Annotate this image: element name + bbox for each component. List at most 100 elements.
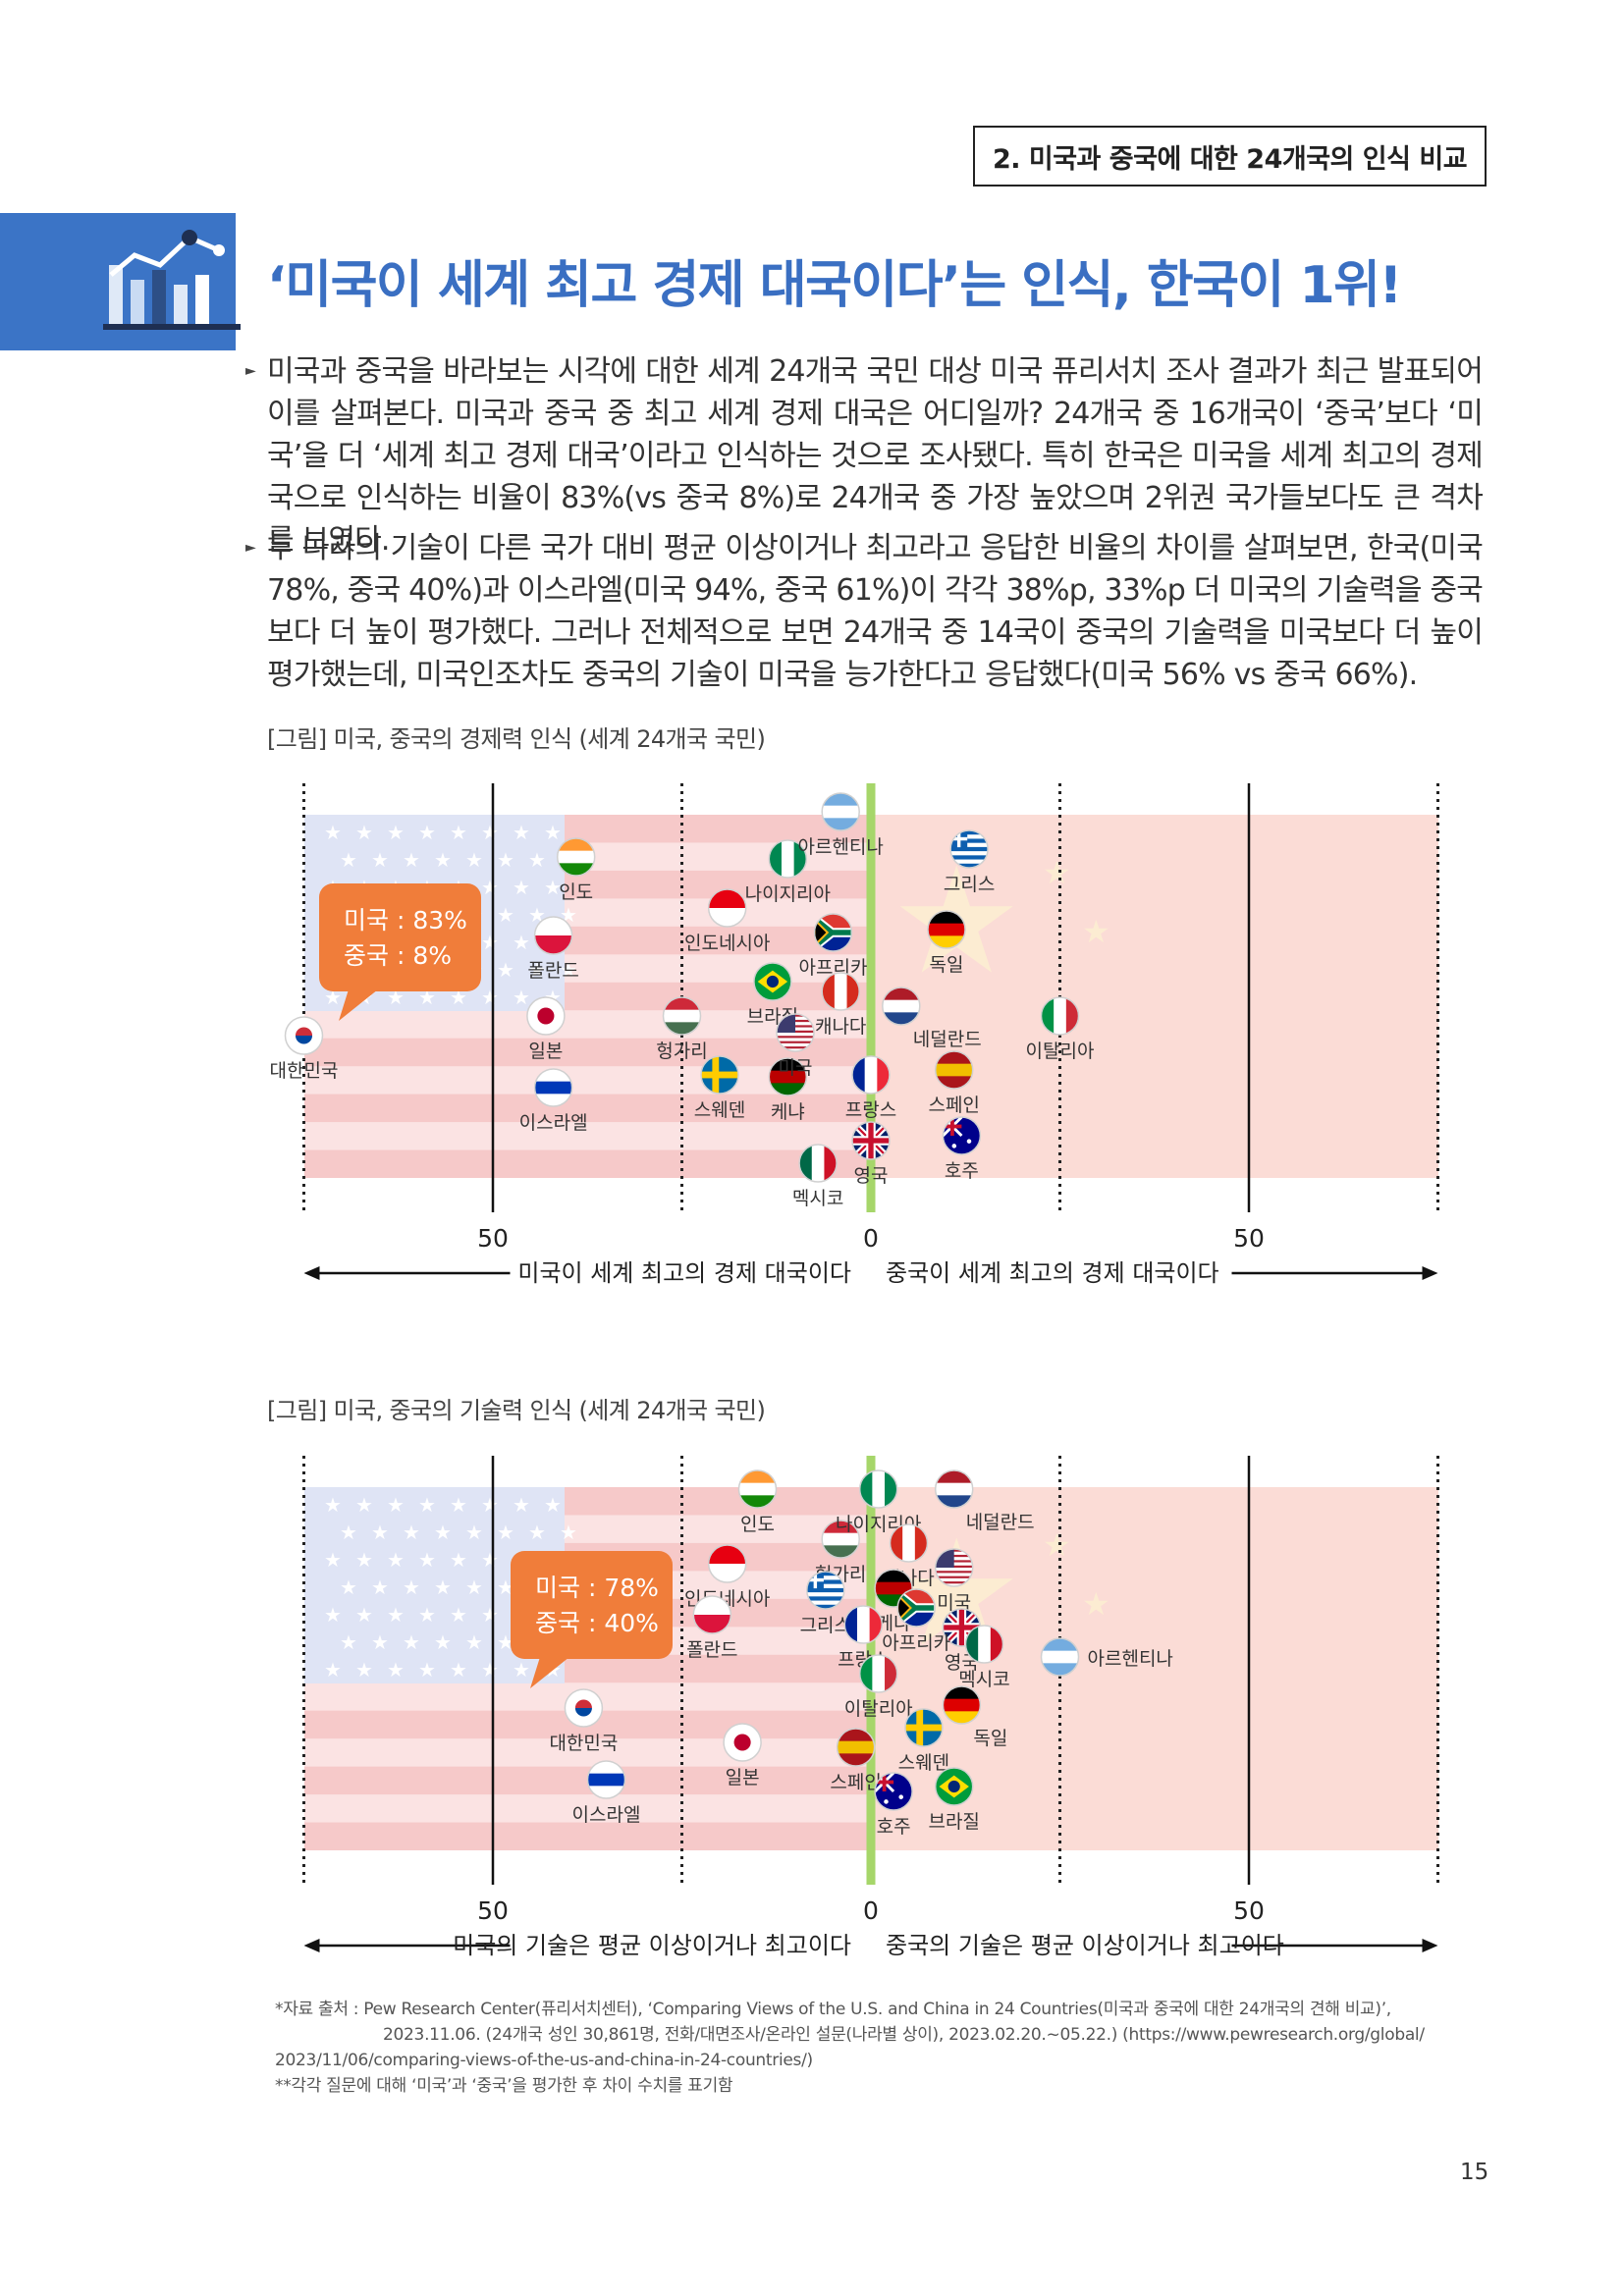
country-label: 인도: [740, 1514, 775, 1535]
figure-1-caption: [그림] 미국, 중국의 경제력 인식 (세계 24개국 국민): [267, 725, 766, 753]
svg-text:★: ★: [513, 1658, 530, 1682]
svg-text:★: ★: [324, 821, 342, 844]
country-point: 아르헨티나: [797, 792, 884, 858]
country-point: 이탈리아: [1026, 996, 1094, 1062]
country-label: 폴란드: [527, 960, 578, 982]
country-label: 일본: [528, 1041, 563, 1062]
axis-label-left: 미국이 세계 최고의 경제 대국이다: [517, 1259, 851, 1287]
country-point: 케냐: [768, 1057, 808, 1123]
country-point: 아프리카: [799, 913, 868, 979]
svg-text:★: ★: [513, 876, 530, 899]
svg-text:★: ★: [497, 1630, 514, 1654]
svg-text:★: ★: [340, 1521, 357, 1544]
country-point: 독일: [942, 1685, 1007, 1749]
callout-line-china: 중국 : 8%: [344, 941, 452, 970]
flag-icon: [565, 1689, 603, 1727]
paragraph-2-text: 두 나라의 기술이 다른 국가 대비 평균 이상이거나 최고라고 응답한 비율의…: [267, 531, 1484, 692]
country-label: 프랑스: [845, 1099, 896, 1121]
svg-text:★: ★: [434, 1630, 452, 1654]
svg-text:★: ★: [560, 1521, 577, 1544]
svg-text:★: ★: [528, 958, 546, 982]
svg-text:★: ★: [544, 876, 562, 899]
country-label: 아프리카: [799, 957, 868, 979]
page-title: ‘미국이 세계 최고 경제 대국이다’는 인식, 한국이 1위!: [267, 256, 1402, 315]
right-arrow-icon: [1422, 1939, 1438, 1952]
svg-text:★: ★: [355, 821, 373, 844]
svg-text:★: ★: [387, 1603, 405, 1627]
svg-text:★: ★: [450, 1493, 467, 1517]
country-point: 그리스: [800, 1571, 851, 1636]
country-point: 스웨덴: [694, 1055, 745, 1121]
country-label: 독일: [930, 954, 964, 976]
svg-text:★: ★: [355, 1548, 373, 1572]
svg-text:★: ★: [1082, 913, 1110, 950]
flag-icon: [897, 1589, 936, 1627]
country-point: 이스라엘: [519, 1068, 588, 1134]
country-label: 아르헨티나: [797, 836, 883, 858]
tick-label-center: 0: [863, 1224, 879, 1253]
svg-text:★: ★: [513, 986, 530, 1009]
figure-2-caption: [그림] 미국, 중국의 기술력 인식 (세계 24개국 국민): [267, 1397, 766, 1424]
svg-text:★: ★: [371, 1630, 389, 1654]
country-label: 이스라엘: [519, 1112, 588, 1134]
callout-bubble: 미국 : 78% 중국 : 40%: [511, 1551, 673, 1688]
country-label: 브라질: [928, 1811, 979, 1833]
svg-text:★: ★: [1082, 1585, 1110, 1623]
country-point: 대한민국: [549, 1688, 618, 1754]
tick-label-center: 0: [863, 1896, 879, 1925]
country-label: 인도: [559, 881, 593, 903]
chart-icon: [103, 230, 241, 330]
flag-icon: [708, 1545, 746, 1582]
source-footnote: *자료 출처 : Pew Research Center(퓨리서치센터), ‘C…: [275, 1997, 1453, 2099]
svg-text:★: ★: [434, 1575, 452, 1599]
svg-text:★: ★: [403, 1630, 420, 1654]
flag-icon: [526, 997, 565, 1035]
axis-label-right: 중국의 기술은 평균 이상이거나 최고이다: [886, 1932, 1284, 1959]
tick-label-left: 50: [477, 1224, 509, 1253]
svg-text:★: ★: [481, 986, 499, 1009]
country-point: 스웨덴: [898, 1708, 949, 1774]
country-label: 미국: [779, 1057, 813, 1079]
flag-icon: [904, 1709, 943, 1746]
country-label: 그리스: [944, 874, 995, 895]
svg-text:★: ★: [324, 1493, 342, 1517]
svg-text:★: ★: [371, 1521, 389, 1544]
country-point: 호주: [874, 1772, 913, 1838]
right-arrow-icon: [1422, 1266, 1438, 1280]
svg-text:★: ★: [387, 1493, 405, 1517]
country-point: 네덜란드: [882, 987, 982, 1050]
country-label: 멕시코: [792, 1188, 843, 1209]
country-point: 인도네시아: [684, 888, 770, 954]
svg-text:★: ★: [340, 848, 357, 872]
country-label: 케냐: [771, 1101, 805, 1123]
paragraph-1: ► 미국과 중국을 바라보는 시각에 대한 세계 24개국 국민 대상 미국 퓨…: [245, 350, 1484, 561]
svg-text:★: ★: [465, 848, 483, 872]
country-label: 나이지리아: [745, 883, 831, 905]
country-point: 아르헨티나: [1040, 1637, 1173, 1677]
country-label: 대한민국: [270, 1060, 339, 1082]
svg-text:★: ★: [544, 821, 562, 844]
country-label: 폴란드: [686, 1639, 737, 1661]
svg-text:★: ★: [481, 1658, 499, 1682]
flag-icon: [852, 1122, 890, 1159]
svg-text:★: ★: [324, 1658, 342, 1682]
svg-text:★: ★: [418, 1493, 436, 1517]
country-label: 네덜란드: [913, 1029, 982, 1050]
flag-icon: [814, 914, 852, 951]
country-point: 나이지리아: [836, 1469, 921, 1535]
svg-text:★: ★: [403, 848, 420, 872]
svg-text:★: ★: [450, 1603, 467, 1627]
svg-text:★: ★: [418, 1658, 436, 1682]
svg-text:★: ★: [560, 958, 577, 982]
country-label: 영국: [854, 1165, 889, 1187]
left-arrow-icon: [303, 1266, 320, 1280]
country-point: 브라질: [928, 1767, 980, 1833]
country-point: 독일: [927, 910, 966, 976]
tick-label-left: 50: [477, 1896, 509, 1925]
svg-text:★: ★: [513, 821, 530, 844]
svg-text:★: ★: [497, 1575, 514, 1599]
svg-text:★: ★: [387, 821, 405, 844]
axis-label-right: 중국이 세계 최고의 경제 대국이다: [886, 1259, 1219, 1287]
svg-text:★: ★: [544, 1493, 562, 1517]
svg-text:★: ★: [497, 1521, 514, 1544]
